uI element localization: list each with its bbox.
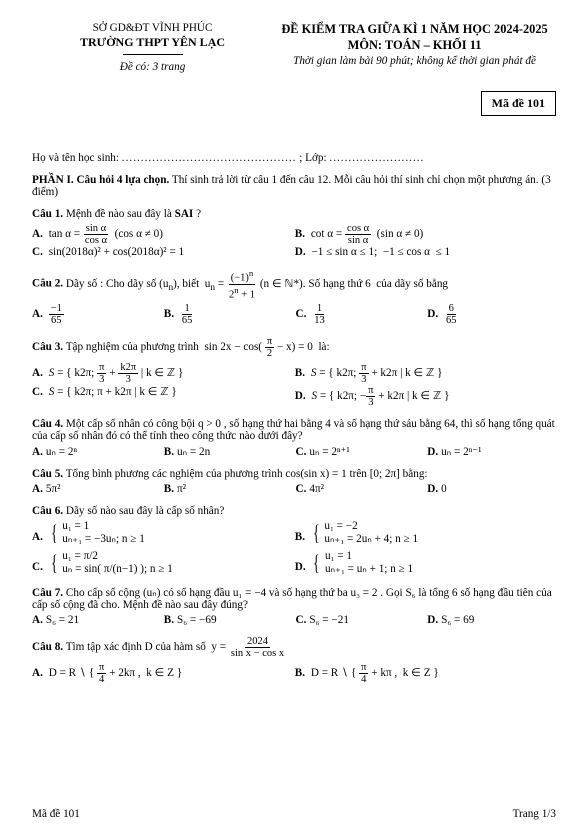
q1-text: Mệnh đề nào sau đây là <box>66 208 175 220</box>
q8-option-a: A. D = R ∖ { π4 + 2kπ , k ∈ Z } <box>32 662 289 685</box>
q1-tail: ? <box>196 208 201 220</box>
class-prefix: ; Lớp: <box>299 152 329 164</box>
q2-label: Câu 2. <box>32 278 63 290</box>
part1-title: PHẦN I. Câu hỏi 4 lựa chọn. <box>32 174 169 186</box>
q2-option-c: C. 113 <box>296 303 422 326</box>
q8-option-b: B. D = R ∖ { π4 + kπ , k ∈ Z } <box>295 662 552 685</box>
q8-label: Câu 8. <box>32 641 63 653</box>
footer-right: Trang 1/3 <box>513 808 556 820</box>
question-8: Câu 8. Tìm tập xác định D của hàm số y =… <box>32 636 556 685</box>
q7-text: Cho cấp số cộng (uₙ) có số hạng đầu u₁ =… <box>32 587 552 611</box>
header-right: ĐỀ KIỂM TRA GIỮA KÌ 1 NĂM HỌC 2024-2025 … <box>273 22 556 73</box>
q6-text: Dãy số nào sau đây là cấp số nhân? <box>66 505 224 517</box>
q1-option-c: C. sin(2018α)² + cos(2018α)² = 1 <box>32 246 289 258</box>
q2-option-d: D. 665 <box>427 303 553 326</box>
q6-option-a: A. { u₁ = 1uₙ₊₁ = −3uₙ; n ≥ 1 <box>32 520 289 546</box>
q3-option-a: A. S = { k2π; π3 + k2π3 | k ∈ ℤ } <box>32 362 289 385</box>
q8-text: Tìm tập xác định D của hàm số y = 2024si… <box>66 641 286 653</box>
class-dots: ......................... <box>329 152 424 164</box>
q3-option-c: C. S = { k2π; π + k2π | k ∈ ℤ } <box>32 385 289 408</box>
q5-label: Câu 5. <box>32 468 63 480</box>
q2-text: Dãy số : Cho dãy số (un), biết un = (−1)… <box>66 278 448 290</box>
q1-bold: SAI <box>175 208 194 220</box>
q5-option-a: A.5π² <box>32 483 158 495</box>
footer-left: Mã đề 101 <box>32 808 80 820</box>
question-7: Câu 7. Cho cấp số cộng (uₙ) có số hạng đ… <box>32 586 556 626</box>
q6-option-d: D. { u₁ = 1uₙ₊₁ = uₙ + 1; n ≥ 1 <box>295 550 552 576</box>
subject: MÔN: TOÁN – KHỐI 11 <box>273 38 556 53</box>
question-1: Câu 1. Mệnh đề nào sau đây là SAI ? A. t… <box>32 208 556 258</box>
q1-option-d: D. −1 ≤ sin α ≤ 1; −1 ≤ cos α ≤ 1 <box>295 246 552 258</box>
q3-option-b: B. S = { k2π; π3 + k2π | k ∈ ℤ } <box>295 362 552 385</box>
question-5: Câu 5. Tổng bình phương các nghiệm của p… <box>32 468 556 495</box>
school-name: TRƯỜNG THPT YÊN LẠC <box>32 35 273 50</box>
q2-option-b: B. 165 <box>164 303 290 326</box>
q3-option-d: D. S = { k2π; −π3 + k2π | k ∈ ℤ } <box>295 385 552 408</box>
q1-option-b: B. cot α = cos αsin α (sin α ≠ 0) <box>295 223 552 246</box>
q6-label: Câu 6. <box>32 505 63 517</box>
q7-option-b: B.S₆ = −69 <box>164 614 290 626</box>
exam-title: ĐỀ KIỂM TRA GIỮA KÌ 1 NĂM HỌC 2024-2025 <box>273 22 556 37</box>
footer: Mã đề 101 Trang 1/3 <box>32 808 556 820</box>
exam-page: SỞ GD&ĐT VĨNH PHÚC TRƯỜNG THPT YÊN LẠC Đ… <box>0 0 588 836</box>
header: SỞ GD&ĐT VĨNH PHÚC TRƯỜNG THPT YÊN LẠC Đ… <box>32 22 556 73</box>
duration: Thời gian làm bài 90 phút; không kể thời… <box>273 55 556 67</box>
part1-heading: PHẦN I. Câu hỏi 4 lựa chọn. Thí sinh trả… <box>32 174 556 198</box>
header-left: SỞ GD&ĐT VĨNH PHÚC TRƯỜNG THPT YÊN LẠC Đ… <box>32 22 273 73</box>
q7-option-c: C.S₆ = −21 <box>296 614 422 626</box>
q1-label: Câu 1. <box>32 208 63 220</box>
question-3: Câu 3. Tập nghiệm của phương trình sin 2… <box>32 336 556 408</box>
q5-option-c: C.4π² <box>296 483 422 495</box>
q2-option-a: A. −165 <box>32 303 158 326</box>
exam-code-wrap: Mã đề 101 <box>32 73 556 116</box>
question-2: Câu 2. Dãy số : Cho dãy số (un), biết un… <box>32 268 556 326</box>
q4-option-c: C.uₙ = 2ⁿ⁺¹ <box>296 445 422 458</box>
q1-option-a: A. tan α = sin αcos α (cos α ≠ 0) <box>32 223 289 246</box>
q5-option-d: D.0 <box>427 483 553 495</box>
student-prefix: Họ và tên học sinh: <box>32 152 119 164</box>
q4-option-d: D.uₙ = 2ⁿ⁻¹ <box>427 445 553 458</box>
student-info-line: Họ và tên học sinh: ....................… <box>32 152 556 164</box>
question-6: Câu 6. Dãy số nào sau đây là cấp số nhân… <box>32 505 556 576</box>
student-dots: ........................................… <box>122 152 297 164</box>
header-rule <box>123 54 183 55</box>
exam-code: Mã đề 101 <box>481 91 556 116</box>
page-count: Đề có: 3 trang <box>32 61 273 73</box>
q7-label: Câu 7. <box>32 587 63 599</box>
q6-option-c: C. { u₁ = π/2uₙ = sin( π/(n−1) ); n ≥ 1 <box>32 550 289 576</box>
q7-option-d: D.S₆ = 69 <box>427 614 553 626</box>
q5-option-b: B.π² <box>164 483 290 495</box>
q5-text: Tổng bình phương các nghiệm của phương t… <box>66 468 428 480</box>
q3-label: Câu 3. <box>32 341 63 353</box>
q4-label: Câu 4. <box>32 418 63 430</box>
q4-option-a: A.uₙ = 2ⁿ <box>32 445 158 458</box>
dept-name: SỞ GD&ĐT VĨNH PHÚC <box>32 22 273 34</box>
q4-text: Một cấp số nhân có công bội q > 0 , số h… <box>32 418 555 442</box>
q6-option-b: B. { u₁ = −2uₙ₊₁ = 2uₙ + 4; n ≥ 1 <box>295 520 552 546</box>
q3-text: Tập nghiệm của phương trình sin 2x − cos… <box>66 341 330 353</box>
q7-option-a: A.S₆ = 21 <box>32 614 158 626</box>
q4-option-b: B.uₙ = 2n <box>164 445 290 458</box>
question-4: Câu 4. Một cấp số nhân có công bội q > 0… <box>32 418 556 458</box>
